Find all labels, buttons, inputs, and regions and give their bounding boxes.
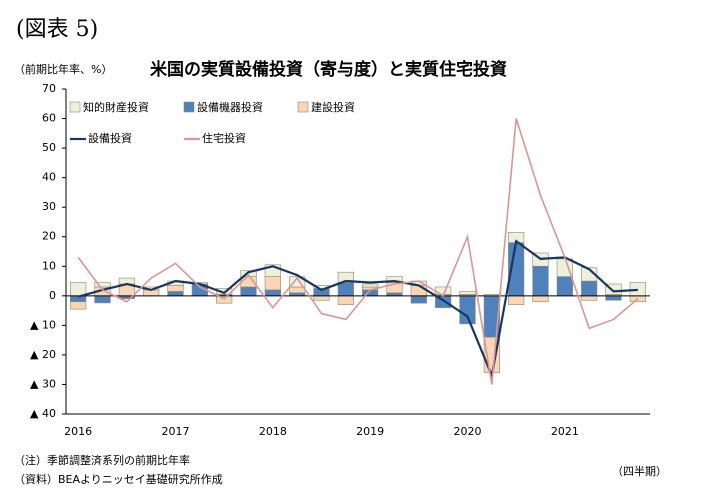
bar bbox=[581, 295, 598, 301]
note: （注）季節調整済系列の前期比年率 bbox=[14, 453, 190, 467]
bar bbox=[167, 291, 184, 297]
bar bbox=[337, 295, 354, 305]
bar bbox=[70, 301, 87, 310]
x-tick-label: 2017 bbox=[162, 425, 190, 438]
x-tick-label: 2016 bbox=[64, 425, 92, 438]
bar bbox=[167, 285, 184, 292]
bar bbox=[556, 276, 573, 297]
bar bbox=[410, 285, 427, 297]
bar bbox=[532, 265, 549, 297]
bar bbox=[532, 295, 549, 303]
bar bbox=[264, 276, 281, 291]
legend-label: 知的財産投資 bbox=[83, 100, 149, 114]
bar bbox=[313, 295, 330, 301]
bar bbox=[581, 267, 598, 282]
bar bbox=[289, 286, 306, 294]
legend-label: 設備機器投資 bbox=[197, 100, 263, 114]
bar bbox=[362, 283, 379, 288]
page-label: (図表 5) bbox=[16, 17, 98, 42]
y-tick-label: 10 bbox=[42, 259, 56, 272]
bar bbox=[459, 291, 476, 295]
line bbox=[77, 239, 638, 380]
y-tick-label: ▲ 20 bbox=[30, 348, 56, 361]
y-tick-label: ▲ 30 bbox=[30, 377, 56, 390]
bar bbox=[337, 271, 354, 283]
bar bbox=[581, 280, 598, 297]
x-axis-label: （四半期） bbox=[612, 464, 667, 478]
note: （資料）BEAよりニッセイ基礎研究所作成 bbox=[14, 472, 223, 486]
y-tick-label: ▲ 10 bbox=[30, 318, 56, 331]
bar bbox=[629, 295, 646, 303]
y-tick-label: 30 bbox=[42, 200, 56, 213]
x-tick-label: 2019 bbox=[356, 425, 384, 438]
bar bbox=[240, 286, 257, 297]
y-axis-label: （前期比年率、%） bbox=[14, 62, 112, 76]
legend-label: 住宅投資 bbox=[202, 131, 246, 145]
bar bbox=[386, 276, 403, 283]
bar bbox=[264, 264, 281, 277]
y-tick-label: 40 bbox=[42, 171, 56, 184]
line bbox=[77, 118, 639, 385]
bar bbox=[605, 295, 622, 301]
legend-swatch bbox=[297, 101, 309, 113]
bar bbox=[94, 295, 111, 304]
y-tick-label: 0 bbox=[49, 289, 56, 302]
bar bbox=[508, 295, 525, 305]
y-tick-label: 60 bbox=[42, 112, 56, 125]
y-tick-label: 20 bbox=[42, 230, 56, 243]
y-tick-label: 70 bbox=[42, 82, 56, 95]
bar bbox=[289, 276, 306, 288]
bar bbox=[94, 282, 111, 288]
x-tick-label: 2021 bbox=[551, 425, 579, 438]
bar bbox=[240, 270, 257, 277]
chart-title: 米国の実質設備投資（寄与度）と実質住宅投資 bbox=[150, 59, 507, 80]
bar bbox=[264, 289, 281, 297]
legend-label: 設備投資 bbox=[88, 131, 132, 145]
bar bbox=[605, 283, 622, 295]
bar bbox=[337, 282, 354, 297]
legend-label: 建設投資 bbox=[311, 100, 355, 114]
bar bbox=[70, 282, 87, 297]
y-tick-label: 50 bbox=[42, 141, 56, 154]
x-tick-label: 2018 bbox=[259, 425, 287, 438]
bar bbox=[459, 295, 476, 325]
x-tick-label: 2020 bbox=[454, 425, 482, 438]
legend-swatch bbox=[183, 101, 195, 113]
y-tick-label: ▲ 40 bbox=[30, 407, 56, 420]
bar bbox=[410, 295, 427, 304]
legend-swatch bbox=[69, 101, 81, 113]
